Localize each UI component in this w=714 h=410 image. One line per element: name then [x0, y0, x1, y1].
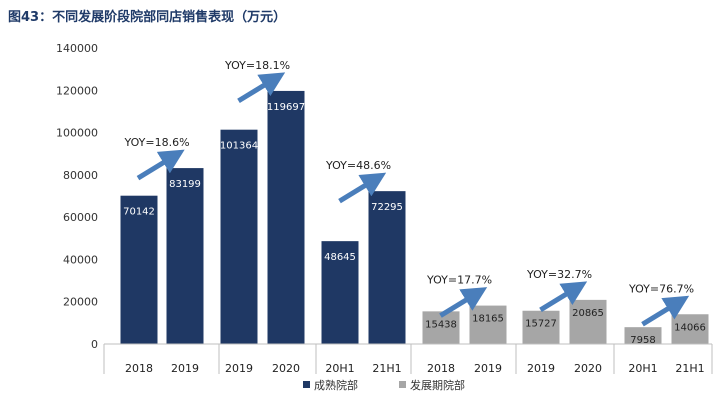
yoy-arrow [338, 172, 387, 204]
bar-mature-2019 [166, 168, 204, 344]
bar-mature-2019 [220, 129, 258, 344]
yoy-label: YOY=76.7% [628, 282, 694, 295]
y-axis: 0 20000 40000 60000 80000 100000 120000 140000 [56, 42, 98, 351]
legend-label-mature: 成熟院部 [314, 378, 358, 392]
bar-value-label: 15438 [425, 319, 457, 330]
x-category-label: 2018 [125, 362, 153, 375]
y-tick-label: 60000 [63, 211, 98, 224]
yoy-label: YOY=48.6% [325, 159, 391, 172]
bars: 70142 83199 101364 119697 48645 72295 15438 181… [120, 90, 709, 346]
x-category-label: 2020 [272, 362, 300, 375]
bar-value-label: 7958 [630, 335, 655, 346]
x-category-label: 20H1 [325, 362, 354, 375]
x-category-label: 2019 [474, 362, 502, 375]
x-category-label: 2018 [427, 362, 455, 375]
yoy-label: YOY=17.7% [426, 274, 492, 287]
bar-mature-21H1 [368, 191, 406, 344]
legend: 成熟院部 发展期院部 [303, 378, 465, 392]
yoy-arrow [136, 149, 185, 181]
yoy-annotations: YOY=18.6% YOY=18.1% YOY=48.6% YOY=17.7% YOY=… [123, 59, 694, 327]
bar-value-label: 72295 [371, 202, 403, 213]
yoy-arrow [237, 72, 286, 104]
yoy-arrow [539, 281, 588, 313]
bar-value-label: 20865 [572, 308, 604, 319]
x-category-label: 2019 [527, 362, 555, 375]
x-axis: 2018 2019 2019 2020 20H1 21H1 2018 2019 2019 2020… [103, 343, 713, 375]
y-tick-label: 20000 [63, 296, 98, 309]
legend-swatch-mature [303, 381, 310, 388]
bar-developing-2020 [569, 299, 607, 344]
x-category-label: 21H1 [372, 362, 401, 375]
bar-value-label: 15727 [525, 319, 557, 330]
yoy-label: YOY=18.1% [224, 59, 290, 72]
yoy-label: YOY=32.7% [526, 268, 592, 281]
bar-value-label: 83199 [169, 179, 201, 190]
x-category-label: 2019 [225, 362, 253, 375]
yoy-arrow [439, 287, 488, 318]
x-category-label: 2019 [171, 362, 199, 375]
legend-label-developing: 发展期院部 [410, 378, 465, 392]
bar-value-label: 18165 [472, 314, 504, 325]
bar-mature-20H1 [321, 241, 359, 344]
yoy-label: YOY=18.6% [123, 136, 189, 149]
bar-developing-2019 [522, 310, 560, 344]
y-tick-label: 80000 [63, 169, 98, 182]
bar-value-label: 101364 [220, 141, 258, 152]
bar-value-label: 119697 [267, 102, 305, 113]
yoy-arrow [641, 295, 690, 327]
y-tick-label: 40000 [63, 253, 98, 266]
bar-value-label: 70142 [123, 207, 155, 218]
bar-value-label: 48645 [324, 252, 356, 263]
x-category-label: 20H1 [628, 362, 657, 375]
y-tick-label: 120000 [56, 84, 98, 97]
y-tick-label: 140000 [56, 42, 98, 55]
chart-title: 图43：不同发展阶段院部同店销售表现（万元） [8, 10, 287, 25]
bar-developing-20H1 [624, 327, 662, 344]
bar-value-label: 14066 [674, 322, 706, 333]
bar-mature-2018 [120, 195, 158, 344]
x-category-label: 21H1 [675, 362, 704, 375]
bar-mature-2020 [267, 90, 305, 344]
y-tick-label: 100000 [56, 127, 98, 140]
bar-developing-2018 [422, 311, 460, 344]
bar-developing-2019 [469, 305, 507, 344]
y-tick-label: 0 [91, 338, 98, 351]
legend-swatch-developing [399, 381, 406, 388]
x-category-label: 2020 [574, 362, 602, 375]
